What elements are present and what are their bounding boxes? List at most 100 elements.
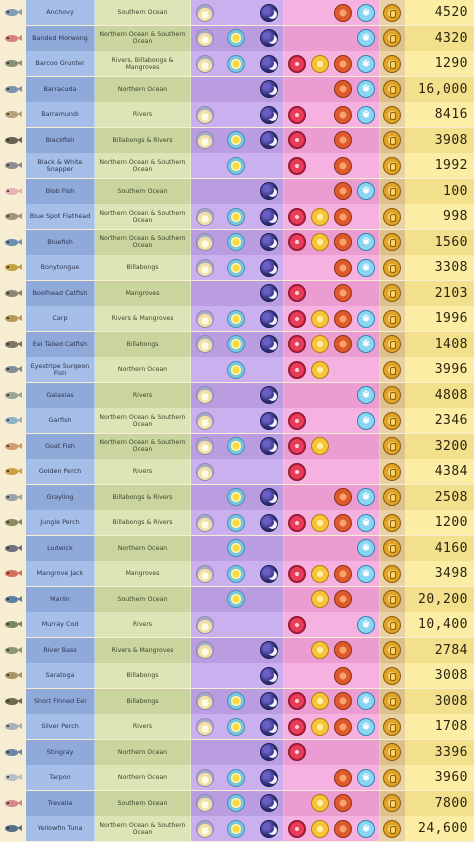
season-cell: ❄ — [284, 0, 380, 25]
autumn-icon — [334, 207, 352, 226]
coin-icon — [383, 411, 401, 430]
fish-location: Rivers — [95, 612, 191, 637]
night-icon — [260, 309, 278, 328]
coin-icon — [383, 29, 401, 47]
fish-location: Northern Ocean & Southern Ocean — [95, 153, 191, 178]
spring-icon — [288, 233, 306, 251]
fish-location: Rivers — [95, 714, 191, 739]
fish-icon-cell — [0, 714, 26, 739]
coin-icon — [383, 80, 401, 98]
fish-icon — [4, 646, 22, 654]
time-of-day-cell — [191, 586, 284, 612]
coin-cell — [380, 637, 405, 663]
coin-cell — [380, 357, 405, 382]
coin-icon — [383, 131, 401, 149]
autumn-icon — [334, 182, 352, 200]
fish-name: Tarpon — [26, 765, 95, 790]
fish-icon-cell — [0, 510, 26, 535]
fish-price: 1408 — [405, 331, 474, 357]
time-of-day-cell — [191, 25, 284, 51]
spring-icon — [288, 615, 306, 634]
season-cell: ❄ — [284, 255, 380, 280]
spring-icon — [288, 743, 306, 761]
day-icon — [227, 360, 245, 379]
time-of-day-cell — [191, 229, 284, 255]
autumn-icon — [334, 717, 352, 736]
winter-icon: ❄ — [357, 819, 375, 838]
fish-icon — [4, 315, 22, 322]
night-icon — [260, 768, 278, 787]
fish-name: Barcoo Grunter — [26, 51, 95, 76]
winter-icon: ❄ — [357, 105, 375, 124]
dawn-icon — [196, 794, 214, 812]
table-row: Murray Cod Rivers ❄ 10,400 — [0, 612, 474, 637]
fish-icon-cell — [0, 561, 26, 586]
day-icon — [227, 564, 245, 583]
autumn-icon — [334, 80, 352, 98]
fish-icon-cell — [0, 178, 26, 204]
fish-price: 4384 — [405, 459, 474, 484]
fish-icon-cell — [0, 102, 26, 127]
time-of-day-cell — [191, 714, 284, 739]
fish-name: Mangrove Jack — [26, 561, 95, 586]
fish-icon — [4, 417, 22, 424]
night-icon — [260, 54, 278, 73]
time-of-day-cell — [191, 0, 284, 25]
coin-cell — [380, 229, 405, 255]
season-cell — [284, 280, 380, 306]
season-cell — [284, 459, 380, 484]
summer-icon — [311, 233, 329, 251]
coin-cell — [380, 255, 405, 280]
season-cell — [284, 433, 380, 459]
summer-icon — [311, 692, 329, 710]
summer-icon — [311, 641, 329, 659]
fish-name: Yellowfin Tuna — [26, 816, 95, 841]
fish-name: Barracuda — [26, 76, 95, 102]
fish-name: Stingray — [26, 739, 95, 765]
time-of-day-cell — [191, 459, 284, 484]
time-of-day-cell — [191, 484, 284, 510]
fish-location: Billabongs & Rivers — [95, 127, 191, 153]
fish-icon-cell — [0, 637, 26, 663]
autumn-icon — [334, 54, 352, 73]
spring-icon — [288, 105, 306, 124]
spring-icon — [288, 513, 306, 532]
coin-icon — [383, 207, 401, 226]
season-cell: ❄ — [284, 306, 380, 331]
fish-location: Northern Ocean — [95, 739, 191, 765]
table-row: Barracuda Northern Ocean ❄ 16,000 — [0, 76, 474, 102]
spring-icon — [288, 54, 306, 73]
fish-location: Billabongs — [95, 663, 191, 688]
fish-location: Billabongs & Rivers — [95, 484, 191, 510]
fish-icon-cell — [0, 459, 26, 484]
fish-icon-cell — [0, 229, 26, 255]
fish-icon — [4, 468, 22, 475]
season-cell: ❄ — [284, 408, 380, 433]
coin-cell — [380, 510, 405, 535]
autumn-icon — [334, 692, 352, 710]
fish-price: 2346 — [405, 408, 474, 433]
coin-cell — [380, 408, 405, 433]
coin-cell — [380, 535, 405, 561]
spring-icon — [288, 309, 306, 328]
coin-icon — [383, 258, 401, 277]
fish-price: 1996 — [405, 306, 474, 331]
season-cell: ❄ — [284, 102, 380, 127]
day-icon — [227, 590, 245, 608]
fish-location: Mangroves — [95, 280, 191, 306]
coin-icon — [383, 666, 401, 685]
table-row: Blob Fish Southern Ocean ❄ 100 — [0, 178, 474, 204]
fish-name: Boofhead Catfish — [26, 280, 95, 306]
summer-icon — [311, 513, 329, 532]
season-cell: ❄ — [284, 76, 380, 102]
fish-icon-cell — [0, 0, 26, 25]
fish-name: Anchovy — [26, 0, 95, 25]
coin-cell — [380, 178, 405, 204]
fish-price: 7800 — [405, 790, 474, 816]
night-icon — [260, 641, 278, 659]
spring-icon — [288, 564, 306, 583]
fish-location: Southern Ocean — [95, 586, 191, 612]
fish-location: Northern Ocean & Southern Ocean — [95, 25, 191, 51]
dawn-icon — [196, 386, 214, 404]
autumn-icon — [334, 3, 352, 22]
